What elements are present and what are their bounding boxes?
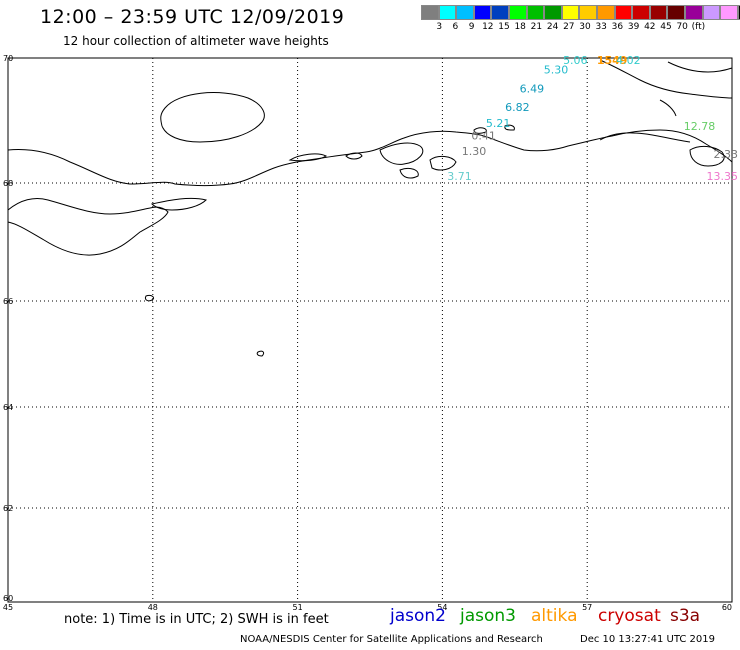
color-scale-label: 6	[452, 22, 459, 32]
color-scale-label: 12	[482, 22, 494, 32]
color-scale-label: 24	[546, 22, 559, 32]
swh-value: 12.78	[684, 120, 716, 133]
color-swatch	[702, 5, 721, 20]
color-swatch	[596, 5, 615, 20]
color-scale-label: 39	[627, 22, 640, 32]
satellite-s3a: s3a	[670, 606, 701, 626]
latitude-label: 64	[3, 403, 13, 412]
longitude-label: 45	[3, 603, 13, 612]
page-title: 12:00 – 23:59 UTC 12/09/2019	[40, 6, 345, 28]
swh-value: 4.02	[616, 54, 641, 67]
longitude-label: 51	[293, 603, 303, 612]
color-scale-bar	[421, 5, 740, 21]
color-scale-label: 70	[676, 22, 688, 32]
swh-value: 6.82	[505, 101, 530, 114]
swh-value: 0.41	[471, 129, 496, 142]
color-swatch	[579, 5, 597, 20]
latitude-label: 70	[3, 54, 13, 63]
color-swatch	[720, 5, 738, 20]
color-scale-label: 3	[436, 22, 443, 32]
color-swatch	[684, 5, 703, 20]
color-swatch	[421, 5, 439, 20]
lat-lon-grid	[8, 58, 732, 602]
swh-value: 5.30	[544, 64, 569, 77]
color-scale-label: 27	[563, 22, 575, 32]
longitude-label: 60	[722, 603, 732, 612]
satellite-cryosat: cryosat	[598, 606, 661, 626]
color-swatch	[544, 5, 562, 20]
longitude-label: 54	[437, 603, 447, 612]
page-subtitle: 12 hour collection of altimeter wave hei…	[63, 34, 329, 48]
swh-value: 2.33	[714, 148, 739, 161]
longitude-labels: 45 48 51 54 57 60	[3, 603, 732, 612]
color-scale-label: 33	[595, 22, 607, 32]
color-swatch	[614, 5, 633, 20]
generation-timestamp: Dec 10 13:27:41 UTC 2019	[580, 634, 715, 645]
latitude-label: 68	[3, 179, 13, 188]
latitude-label: 62	[3, 504, 13, 513]
longitude-label: 48	[148, 603, 158, 612]
swh-value: 5.21	[486, 117, 511, 130]
color-scale-label: 45	[660, 22, 672, 32]
color-swatch	[473, 5, 492, 20]
swh-value: 13.35	[707, 170, 739, 183]
color-swatch	[526, 5, 545, 20]
swh-value: 6.49	[520, 82, 545, 95]
swh-value: 3.71	[447, 170, 472, 183]
color-swatch	[456, 5, 474, 20]
color-swatch	[561, 5, 580, 20]
latitude-label: 60	[3, 594, 13, 603]
color-scale-label: 18	[514, 22, 526, 32]
footer-note: note: 1) Time is in UTC; 2) SWH is in fe…	[64, 612, 329, 627]
color-swatch	[649, 5, 668, 20]
color-scale-label: 15	[498, 22, 510, 32]
color-swatch	[508, 5, 527, 20]
swh-value: 1.30	[462, 145, 487, 158]
color-swatch	[737, 5, 740, 20]
credit-line: NOAA/NESDIS Center for Satellite Applica…	[240, 634, 543, 645]
longitude-label: 57	[582, 603, 592, 612]
color-scale-label: 9	[468, 22, 475, 32]
map-frame	[7, 57, 733, 603]
coastline	[7, 59, 733, 357]
latitude-labels: 70 68 66 64 62 60	[3, 54, 13, 603]
color-scale-label: 42	[644, 22, 656, 32]
swh-value: 5.06	[563, 54, 588, 67]
color-swatch	[632, 5, 650, 20]
color-scale-label: 36	[611, 22, 624, 32]
color-scale-label: 30	[579, 22, 591, 32]
latitude-label: 66	[3, 297, 13, 306]
satellite-altika: altika	[531, 606, 578, 626]
color-scale-label: (ft)	[691, 22, 706, 32]
color-swatch	[491, 5, 509, 20]
satellite-jason2: jason2	[390, 606, 446, 626]
color-swatch	[667, 5, 685, 20]
swh-value: 1549	[597, 54, 628, 67]
satellite-jason3: jason3	[460, 606, 516, 626]
color-swatch	[438, 5, 457, 20]
color-scale-label: 21	[530, 22, 543, 32]
